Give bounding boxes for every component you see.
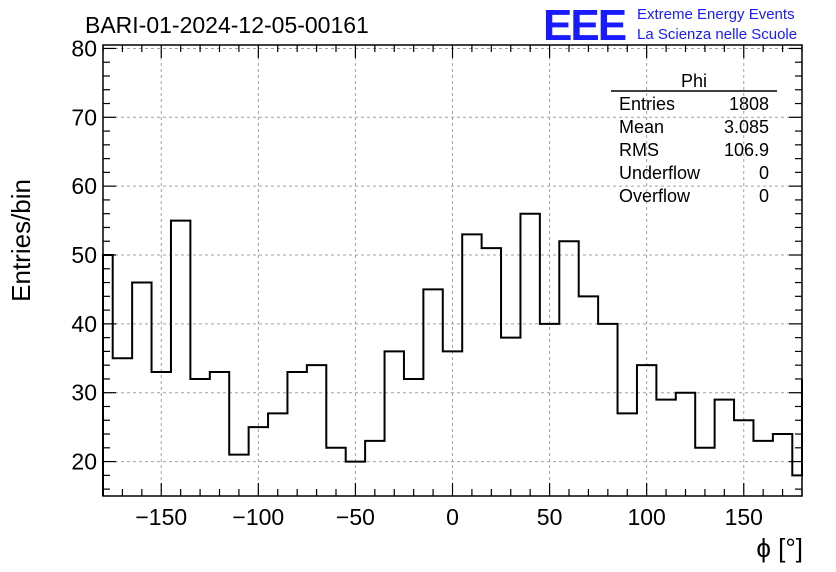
x-tick-label: 100 xyxy=(627,504,665,530)
grid-lines xyxy=(103,45,802,496)
histogram-series-line xyxy=(102,212,803,496)
x-axis-ticks: −150 −100 −50 0 50 100 150 xyxy=(102,45,803,530)
eee-logo: EEE Extreme Energy Events La Scienza nel… xyxy=(543,1,797,50)
x-axis-title: ϕ [°] xyxy=(756,533,803,563)
stats-label: Overflow xyxy=(619,186,691,206)
stats-value: 0 xyxy=(759,163,769,183)
stats-label: Mean xyxy=(619,117,664,137)
stats-value: 1808 xyxy=(729,94,769,114)
stats-title: Phi xyxy=(681,71,707,91)
chart-title: BARI-01-2024-12-05-00161 xyxy=(85,12,369,38)
x-tick-label: 150 xyxy=(725,504,763,530)
y-tick-label: 70 xyxy=(71,104,97,130)
x-tick-label: −100 xyxy=(232,504,284,530)
y-tick-label: 50 xyxy=(71,242,97,268)
stats-value: 106.9 xyxy=(724,140,769,160)
stats-box: Phi Entries 1808 Mean 3.085 RMS 106.9 Underflo… xyxy=(611,71,777,206)
x-tick-label: 0 xyxy=(446,504,459,530)
logo-line-2: La Scienza nelle Scuole xyxy=(637,26,797,43)
y-axis-title: Entries/bin xyxy=(6,179,36,302)
stats-label: Entries xyxy=(619,94,675,114)
eee-logo-mark: EEE xyxy=(543,1,626,50)
x-tick-label: −150 xyxy=(135,504,187,530)
y-axis-ticks: 20 30 40 50 60 70 80 xyxy=(71,35,802,490)
y-tick-label: 30 xyxy=(71,380,97,406)
x-tick-label: −50 xyxy=(336,504,375,530)
stats-value: 0 xyxy=(759,186,769,206)
y-tick-label: 20 xyxy=(71,449,97,475)
y-tick-label: 80 xyxy=(71,35,97,61)
y-tick-label: 60 xyxy=(71,173,97,199)
logo-line-1: Extreme Energy Events xyxy=(637,6,795,23)
stats-label: Underflow xyxy=(619,163,701,183)
y-tick-label: 40 xyxy=(71,311,97,337)
x-tick-label: 50 xyxy=(537,504,563,530)
stats-value: 3.085 xyxy=(724,117,769,137)
stats-label: RMS xyxy=(619,140,659,160)
